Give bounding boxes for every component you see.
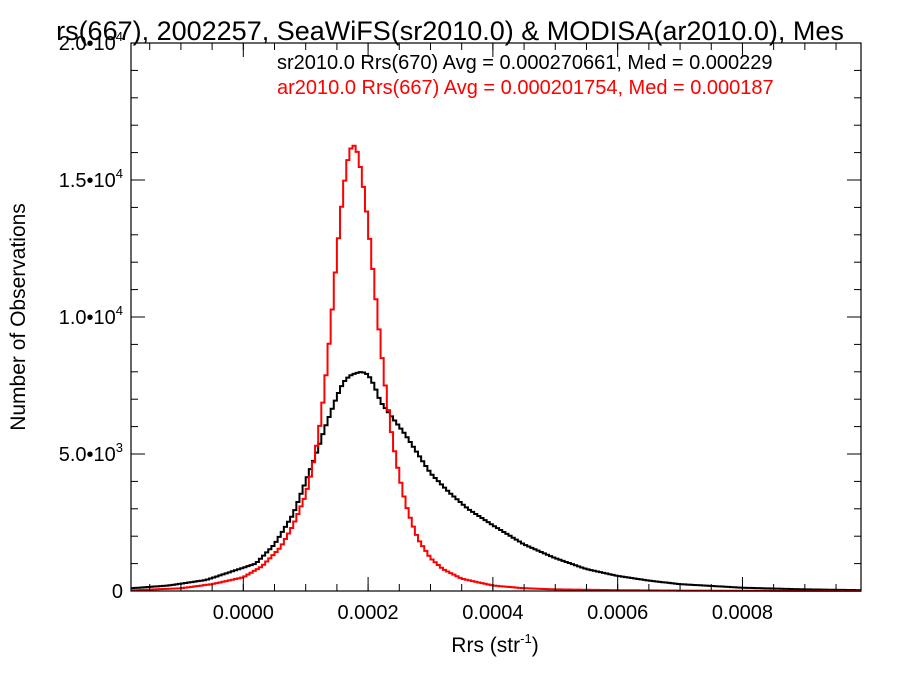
- x-tick-label: 0.0002: [338, 602, 399, 624]
- x-axis-label: Rrs (str-1): [451, 631, 538, 657]
- x-axis-ticks: 0.0000 0.0002 0.0004 0.0006 0.0008: [149, 43, 837, 624]
- y-axis-ticks: 0 5.0•103 1.0•104 1.5•104 2.0•104: [59, 29, 861, 603]
- x-tick-label: 0.0000: [213, 602, 274, 624]
- x-tick-label: 0.0006: [587, 602, 648, 624]
- plot-area: [131, 144, 861, 592]
- y-tick-label: 2.0•104: [59, 29, 123, 55]
- chart-title: rs(667), 2002257, SeaWiFS(sr2010.0) & MO…: [56, 16, 844, 46]
- series-line-sr2010: [131, 371, 861, 592]
- y-tick-label: 0: [112, 581, 123, 603]
- y-tick-label: 1.5•104: [59, 166, 123, 192]
- legend-entry: ar2010.0 Rrs(667) Avg = 0.000201754, Med…: [277, 77, 774, 99]
- series-line-ar2010: [131, 144, 861, 592]
- x-tick-label: 0.0008: [712, 602, 773, 624]
- legend: sr2010.0 Rrs(670) Avg = 0.000270661, Med…: [277, 52, 774, 99]
- plot-frame: [130, 42, 862, 592]
- x-tick-label: 0.0004: [462, 602, 523, 624]
- y-axis-label: Number of Observations: [7, 203, 30, 431]
- y-tick-label: 5.0•103: [59, 440, 123, 466]
- y-tick-label: 1.0•104: [59, 303, 123, 329]
- legend-entry: sr2010.0 Rrs(670) Avg = 0.000270661, Med…: [277, 52, 773, 74]
